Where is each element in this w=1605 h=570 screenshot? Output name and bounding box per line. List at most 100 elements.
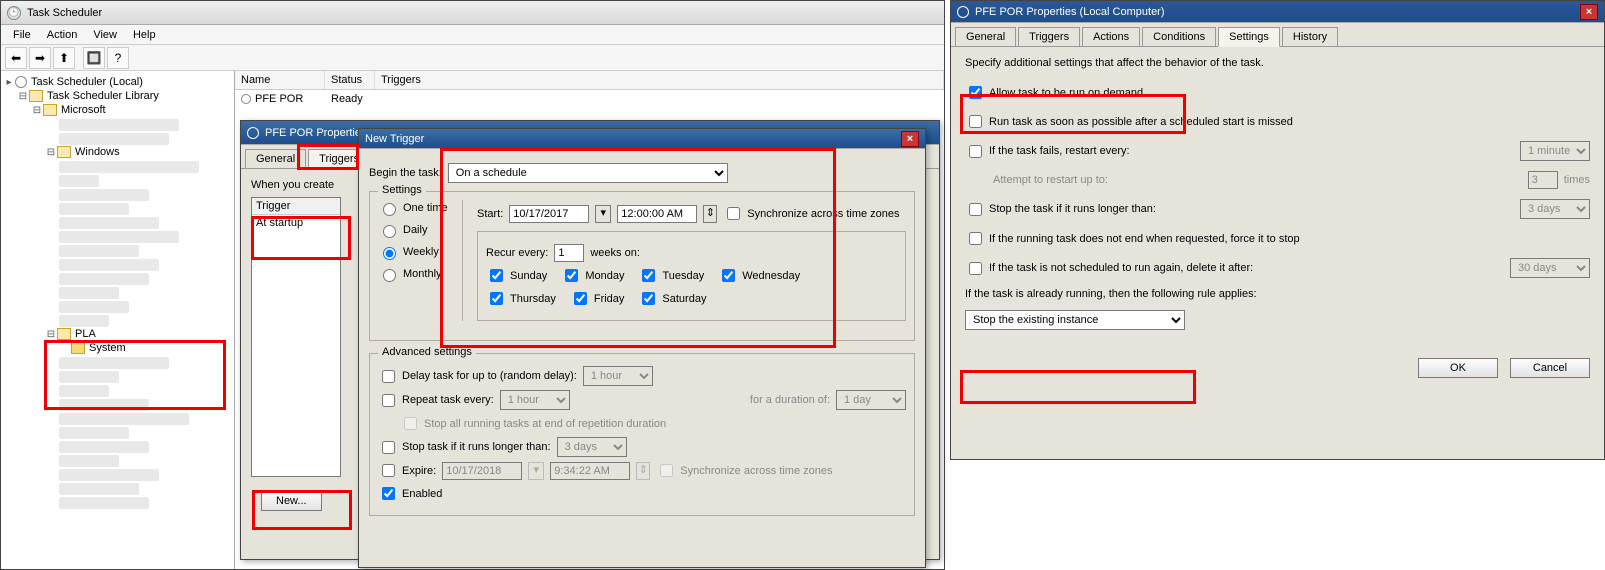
day-saturday[interactable]: Saturday [638,289,706,308]
toolbar: ⬅ ➡ ⬆ 🔲 ? [1,45,944,71]
folder-icon [71,342,85,354]
up-button[interactable]: ⬆ [53,47,75,69]
expire-time-field [550,462,630,480]
delay-check[interactable]: Delay task for up to (random delay): [378,367,577,386]
fail-restart-select: 1 minute [1520,141,1590,161]
pfe-properties-settings-dialog: PFE POR Properties (Local Computer) × Ge… [950,0,1605,460]
delete-after-check[interactable]: If the task is not scheduled to run agai… [965,259,1253,278]
tab-general[interactable]: General [245,149,306,168]
new-trigger-dialog: New Trigger × Begin the task: On a sched… [358,128,926,568]
tab-triggers[interactable]: Triggers [1018,27,1080,46]
day-sunday[interactable]: Sunday [486,266,547,285]
force-stop-check[interactable]: If the running task does not end when re… [965,229,1300,248]
run-asap-check[interactable]: Run task as soon as possible after a sch… [965,112,1293,131]
day-wednesday[interactable]: Wednesday [718,266,800,285]
col-status[interactable]: Status [325,71,375,89]
stop-longer-check[interactable]: Stop the task if it runs longer than: [965,200,1156,219]
close-icon[interactable]: × [1580,4,1598,20]
menu-view[interactable]: View [85,27,125,43]
forward-button[interactable]: ➡ [29,47,51,69]
props-left-title: PFE POR Properties [265,127,366,139]
duration-select: 1 day [836,390,906,410]
col-name[interactable]: Name [235,71,325,89]
expire-date-field [442,462,522,480]
trigger-value[interactable]: At startup [252,215,340,231]
new-trigger-title: New Trigger [365,133,424,145]
begin-task-label: Begin the task: [369,167,442,179]
clock-icon [241,94,251,104]
radio-weekly[interactable]: Weekly [378,244,448,260]
tab-conditions[interactable]: Conditions [1142,27,1216,46]
folder-icon [57,146,71,158]
tab-general[interactable]: General [955,27,1016,46]
stop-longer-select: 3 days [1520,199,1590,219]
tree-root[interactable]: ▸Task Scheduler (Local) [3,75,232,89]
back-button[interactable]: ⬅ [5,47,27,69]
day-thursday[interactable]: Thursday [486,289,556,308]
col-triggers[interactable]: Triggers [375,71,944,89]
close-icon[interactable]: × [901,131,919,147]
refresh-button[interactable]: 🔲 [83,47,105,69]
radio-daily[interactable]: Daily [378,222,448,238]
day-friday[interactable]: Friday [570,289,625,308]
day-monday[interactable]: Monday [561,266,624,285]
menu-action[interactable]: Action [39,27,86,43]
fail-restart-check[interactable]: If the task fails, restart every: [965,142,1130,161]
tree-windows[interactable]: ⊟Windows [3,145,232,159]
folder-icon [29,90,43,102]
tab-history[interactable]: History [1282,27,1338,46]
day-tuesday[interactable]: Tuesday [638,266,704,285]
radio-onetime[interactable]: One time [378,200,448,216]
expire-check[interactable]: Expire: [378,461,436,480]
tree-library[interactable]: ⊟Task Scheduler Library [3,89,232,103]
begin-task-select[interactable]: On a schedule [448,163,728,183]
tree-system[interactable]: System [3,341,232,355]
enabled-check[interactable]: Enabled [378,484,442,503]
cancel-button[interactable]: Cancel [1510,358,1590,378]
tab-settings[interactable]: Settings [1218,27,1280,47]
menu-help[interactable]: Help [125,27,164,43]
recur-label: Recur every: [486,247,548,259]
stop-if-check[interactable]: Stop task if it runs longer than: [378,438,551,457]
menubar: File Action View Help [1,25,944,45]
dropdown-icon[interactable]: ▾ [595,205,611,223]
tree-microsoft[interactable]: ⊟Microsoft [3,103,232,117]
table-row[interactable]: PFE POR Ready [235,90,944,108]
radio-monthly[interactable]: Monthly [378,266,448,282]
new-button[interactable]: New... [261,491,322,511]
settings-legend: Settings [378,184,426,196]
props-right-titlebar: PFE POR Properties (Local Computer) × [951,1,1604,23]
tree-pane: ▸Task Scheduler (Local) ⊟Task Scheduler … [1,71,235,569]
recur-field[interactable] [554,244,584,262]
stop-all-check: Stop all running tasks at end of repetit… [400,414,666,433]
main-titlebar: 🕒 Task Scheduler [1,1,944,25]
repeat-check[interactable]: Repeat task every: [378,391,494,410]
trigger-list[interactable]: Trigger At startup [251,197,341,477]
advanced-legend: Advanced settings [378,346,476,358]
attempt-label: Attempt to restart up to: [993,174,1108,186]
task-status: Ready [325,90,375,108]
trigger-col-header: Trigger [252,198,340,215]
start-label: Start: [477,208,503,220]
rule-select[interactable]: Stop the existing instance [965,310,1185,330]
start-date-field[interactable] [509,205,589,223]
new-trigger-titlebar: New Trigger × [359,129,925,149]
menu-file[interactable]: File [5,27,39,43]
props-right-title: PFE POR Properties (Local Computer) [975,6,1165,18]
tree-pla[interactable]: ⊟PLA [3,327,232,341]
help-button[interactable]: ? [107,47,129,69]
dropdown-icon: ▾ [528,462,544,480]
duration-label: for a duration of: [750,394,830,406]
sync-tz-check[interactable]: Synchronize across time zones [723,204,899,223]
allow-demand-check[interactable]: Allow task to be run on demand [965,83,1143,102]
tab-actions[interactable]: Actions [1082,27,1140,46]
already-running-label: If the task is already running, then the… [965,288,1257,300]
delay-select: 1 hour [583,366,653,386]
schedule-radios: One time Daily Weekly Monthly [378,200,448,321]
start-time-field[interactable] [617,205,697,223]
ok-button[interactable]: OK [1418,358,1498,378]
clock-icon [15,76,27,88]
folder-icon [43,104,57,116]
list-header: Name Status Triggers [235,71,944,90]
spinner-icon[interactable]: ⇕ [703,205,717,223]
